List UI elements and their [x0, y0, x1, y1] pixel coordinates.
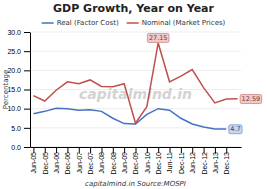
y-axis-title: Percentage: [2, 70, 10, 109]
y-tick-mark: [24, 128, 30, 129]
x-tick-label: Jun-06: [53, 152, 60, 174]
chart: capitalmind.in 0.0 5.0 10.0 15.0 20.0 25.0 30.0…: [0, 0, 267, 189]
x-tick-label: Jun-08: [98, 152, 105, 174]
x-tick-label: Jun-09: [121, 152, 128, 174]
y-tick: 10.0: [7, 105, 30, 112]
legend-item: Real (Factor Cost): [42, 19, 119, 27]
x-tick: Jun-07: [76, 147, 83, 173]
y-tick-mark: [24, 70, 30, 71]
x-tick: Jun-08: [98, 147, 105, 173]
grid-line: [30, 32, 241, 33]
y-tick-mark: [24, 51, 30, 52]
x-tick-label: Dec-10: [155, 152, 162, 175]
x-tick: Jun-06: [53, 147, 60, 173]
x-tick-label: Jun-13: [212, 152, 219, 174]
x-axis: Jun-05 Dec-05 Jun-06 Dec-06 Jun-07 Dec-07 Jun-…: [30, 147, 241, 175]
annotation: 27.15: [147, 33, 169, 42]
watermark: capitalmind.in: [79, 86, 192, 102]
y-tick-label: 30.0: [7, 29, 21, 36]
legend: Real (Factor Cost) Nominal (Market Prices…: [42, 19, 226, 27]
x-tick: Dec-06: [64, 147, 71, 175]
x-tick-label: Dec-11: [178, 152, 185, 174]
x-tick: Dec-10: [155, 147, 162, 175]
x-tick: Jun-05: [30, 147, 37, 173]
x-tick: Jun-11: [166, 147, 173, 173]
y-tick-mark: [24, 90, 30, 91]
annotation-text: 4.7: [230, 125, 240, 133]
annotation-text: 12.59: [242, 95, 261, 103]
y-tick-label: 0.0: [11, 144, 21, 151]
x-axis-title: capitalmind.in Source:MOSPI: [85, 180, 186, 188]
x-tick-label: Dec-12: [201, 152, 208, 175]
grid-line: [30, 70, 241, 71]
x-tick: Dec-13: [223, 147, 230, 175]
y-tick-label: 5.0: [11, 125, 21, 132]
annotation-box: [147, 33, 169, 42]
series-line: [33, 108, 226, 129]
x-tick-label: Dec-05: [42, 152, 49, 175]
y-axis: 0.0 5.0 10.0 15.0 20.0 25.0 30.0: [7, 29, 30, 151]
x-tick: Jun-13: [212, 147, 219, 173]
x-tick-label: Dec-07: [87, 152, 94, 175]
x-tick: Dec-08: [110, 147, 117, 175]
y-tick-mark: [24, 109, 30, 110]
legend-item: Nominal (Market Prices): [127, 19, 226, 27]
y-tick: 15.0: [7, 86, 30, 93]
y-axis-line: [30, 33, 31, 148]
y-tick-label: 25.0: [7, 48, 21, 55]
x-tick: Dec-07: [87, 147, 94, 175]
x-tick-label: Jun-05: [30, 152, 37, 174]
x-tick: Dec-05: [42, 147, 49, 175]
legend-label: Real (Factor Cost): [57, 19, 119, 27]
y-tick-mark: [24, 32, 30, 33]
annotation: 4.7: [229, 125, 242, 134]
y-tick: 0.0: [11, 144, 30, 151]
legend-swatch: [127, 22, 139, 24]
x-tick-label: Jun-07: [76, 152, 83, 174]
x-tick: Dec-09: [132, 147, 139, 175]
series-line: [33, 43, 237, 123]
y-tick: 20.0: [7, 67, 30, 74]
x-tick-label: Dec-08: [110, 152, 117, 175]
legend-swatch: [42, 22, 54, 24]
y-tick: 30.0: [7, 29, 30, 36]
annotation: 12.59: [240, 95, 262, 104]
x-tick: Dec-11: [178, 147, 185, 174]
x-tick: Jun-10: [144, 147, 151, 173]
plot-area: [33, 43, 237, 129]
x-tick-label: Jun-12: [189, 152, 196, 174]
annotation-text: 27.15: [149, 34, 168, 42]
x-tick-label: Dec-06: [64, 152, 71, 175]
x-tick: Jun-09: [121, 147, 128, 173]
y-tick: 5.0: [11, 125, 30, 132]
annotation-box: [229, 125, 242, 134]
x-tick: Jun-12: [189, 147, 196, 173]
x-tick-label: Dec-09: [132, 152, 139, 175]
x-tick-label: Jun-10: [144, 152, 151, 174]
x-tick: Dec-12: [201, 147, 208, 175]
y-tick-mark: [24, 147, 30, 148]
annotation-box: [240, 95, 262, 104]
x-tick-label: Jun-11: [166, 152, 173, 173]
legend-label: Nominal (Market Prices): [142, 19, 226, 27]
y-tick: 25.0: [7, 48, 30, 55]
grid-line: [30, 51, 241, 52]
x-tick-label: Dec-13: [223, 152, 230, 175]
grid: [30, 32, 241, 147]
title: GDP Growth, Year on Year: [53, 2, 214, 15]
